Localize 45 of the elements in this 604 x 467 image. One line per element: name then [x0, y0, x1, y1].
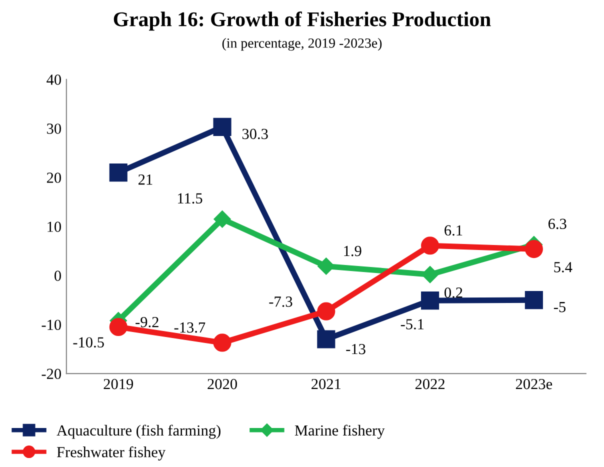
y-tick-label: 10 [48, 222, 61, 232]
point [317, 330, 336, 348]
y-tick-label: 30 [47, 124, 61, 134]
point [214, 210, 231, 228]
point [421, 236, 440, 255]
data-label: 5.4 [554, 262, 572, 272]
chart-title: Graph 16: Growth of Fisheries Production [114, 11, 491, 31]
y-tick-label: 0 [54, 270, 61, 281]
y-tick-label: -10 [42, 320, 61, 330]
data-label: 30.3 [242, 128, 268, 140]
data-label: -10.5 [73, 337, 104, 348]
point [318, 258, 335, 275]
data-label: 6.3 [548, 218, 566, 230]
chart-subtitle: (in percentage, 2019 -2023e) [222, 38, 382, 51]
x-tick-label: 2023e [516, 378, 552, 390]
data-label: -9.2 [136, 316, 158, 328]
y-tick-label: -20 [42, 368, 61, 380]
x-tick-label: 2019 [104, 378, 134, 390]
y-tick-label: 20 [46, 172, 61, 183]
data-label: 21 [138, 174, 152, 185]
point [421, 266, 439, 284]
data-label: 1.9 [344, 246, 362, 256]
data-label: -5 [554, 302, 566, 312]
data-label: 6.1 [444, 225, 462, 236]
point [524, 240, 543, 258]
data-label: -7.3 [269, 296, 292, 307]
data-label: -13 [346, 344, 366, 354]
point [213, 334, 232, 352]
legend-label: Freshwater fishey [56, 446, 166, 460]
point [317, 302, 336, 320]
x-tick-label: 2022 [415, 378, 444, 390]
x-tick-label: 2020 [208, 378, 237, 390]
point [109, 318, 128, 336]
legend-label: Aquaculture (fish farming) [56, 424, 220, 439]
point [109, 164, 128, 182]
point [524, 291, 543, 310]
data-label: 0.2 [444, 288, 462, 298]
y-tick-label: 40 [46, 74, 61, 85]
legend-label: Marine fishery [294, 424, 385, 439]
data-label: -5.1 [400, 319, 424, 330]
x-tick-label: 2021 [312, 378, 341, 390]
point [421, 292, 440, 310]
data-label: -13.7 [174, 322, 206, 333]
point [213, 118, 232, 136]
data-label: 11.5 [178, 193, 202, 204]
